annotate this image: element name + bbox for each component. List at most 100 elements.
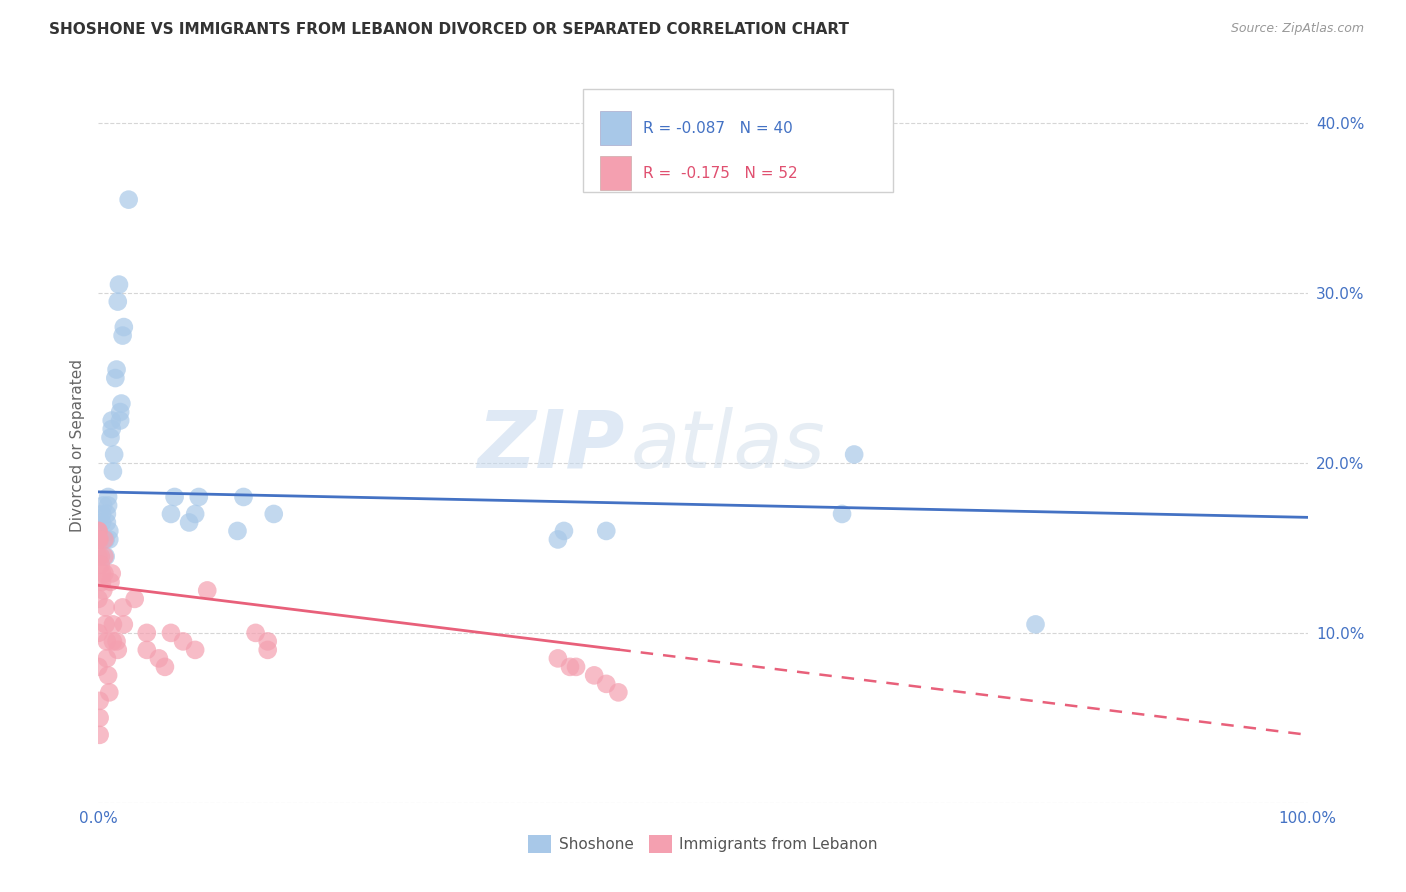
- Point: [91, 574, 114, 589]
- Point: [87, 549, 110, 564]
- Point: [118, 193, 141, 207]
- Point: [105, 634, 128, 648]
- Point: [112, 617, 135, 632]
- Point: [111, 328, 134, 343]
- Text: SHOSHONE VS IMMIGRANTS FROM LEBANON DIVORCED OR SEPARATED CORRELATION CHART: SHOSHONE VS IMMIGRANTS FROM LEBANON DIVO…: [49, 22, 849, 37]
- Point: [547, 533, 569, 547]
- Point: [104, 371, 127, 385]
- Point: [94, 617, 117, 632]
- Point: [96, 507, 118, 521]
- Point: [160, 626, 183, 640]
- Point: [97, 490, 120, 504]
- Point: [98, 685, 121, 699]
- Point: [844, 448, 866, 462]
- Text: atlas: atlas: [630, 407, 825, 485]
- Point: [135, 643, 157, 657]
- Point: [87, 524, 110, 538]
- Point: [256, 643, 278, 657]
- Point: [256, 634, 278, 648]
- Point: [91, 566, 114, 581]
- Y-axis label: Divorced or Separated: Divorced or Separated: [69, 359, 84, 533]
- Text: Source: ZipAtlas.com: Source: ZipAtlas.com: [1230, 22, 1364, 36]
- Point: [107, 643, 129, 657]
- Point: [96, 634, 118, 648]
- Point: [263, 507, 285, 521]
- Point: [93, 533, 115, 547]
- Point: [91, 516, 114, 530]
- Point: [100, 566, 122, 581]
- Point: [135, 626, 157, 640]
- Point: [172, 634, 194, 648]
- Point: [98, 524, 121, 538]
- Point: [163, 490, 186, 504]
- Point: [184, 643, 207, 657]
- Point: [595, 677, 617, 691]
- Point: [89, 728, 111, 742]
- Point: [97, 668, 120, 682]
- Point: [87, 524, 110, 538]
- Point: [91, 507, 114, 521]
- Point: [108, 405, 131, 419]
- Point: [89, 694, 111, 708]
- Point: [93, 549, 115, 564]
- Point: [100, 430, 122, 444]
- Point: [1024, 617, 1046, 632]
- Point: [87, 533, 110, 547]
- Point: [94, 600, 117, 615]
- Point: [153, 660, 176, 674]
- Point: [94, 549, 117, 564]
- Point: [110, 396, 132, 410]
- Point: [187, 490, 209, 504]
- Point: [100, 422, 122, 436]
- Point: [226, 524, 249, 538]
- Text: ZIP: ZIP: [477, 407, 624, 485]
- Point: [565, 660, 588, 674]
- Point: [179, 516, 201, 530]
- Point: [91, 583, 114, 598]
- Point: [87, 591, 110, 606]
- Point: [105, 362, 128, 376]
- Point: [831, 507, 853, 521]
- Point: [108, 413, 131, 427]
- Point: [101, 617, 124, 632]
- Text: R = -0.087   N = 40: R = -0.087 N = 40: [643, 120, 793, 136]
- Point: [112, 320, 135, 334]
- Point: [103, 448, 125, 462]
- Point: [87, 660, 110, 674]
- Point: [108, 277, 131, 292]
- Point: [98, 533, 121, 547]
- Point: [245, 626, 267, 640]
- Point: [148, 651, 170, 665]
- Point: [91, 499, 114, 513]
- Point: [195, 583, 218, 598]
- Point: [96, 516, 118, 530]
- Point: [93, 566, 115, 581]
- Point: [87, 533, 110, 547]
- Point: [184, 507, 207, 521]
- Point: [558, 660, 581, 674]
- Point: [100, 413, 122, 427]
- Point: [89, 533, 111, 547]
- Point: [583, 668, 606, 682]
- Point: [90, 558, 112, 572]
- Point: [107, 294, 129, 309]
- Point: [97, 499, 120, 513]
- Point: [160, 507, 183, 521]
- Point: [595, 524, 617, 538]
- Point: [96, 651, 118, 665]
- Point: [547, 651, 569, 665]
- Point: [100, 574, 122, 589]
- Point: [101, 465, 124, 479]
- Point: [232, 490, 254, 504]
- Point: [607, 685, 630, 699]
- Point: [89, 711, 111, 725]
- Point: [111, 600, 134, 615]
- Point: [101, 634, 124, 648]
- Point: [553, 524, 575, 538]
- Text: R =  -0.175   N = 52: R = -0.175 N = 52: [643, 166, 797, 181]
- Point: [94, 533, 117, 547]
- Point: [124, 591, 146, 606]
- Point: [87, 626, 110, 640]
- Legend: Shoshone, Immigrants from Lebanon: Shoshone, Immigrants from Lebanon: [522, 829, 884, 859]
- Point: [90, 549, 112, 564]
